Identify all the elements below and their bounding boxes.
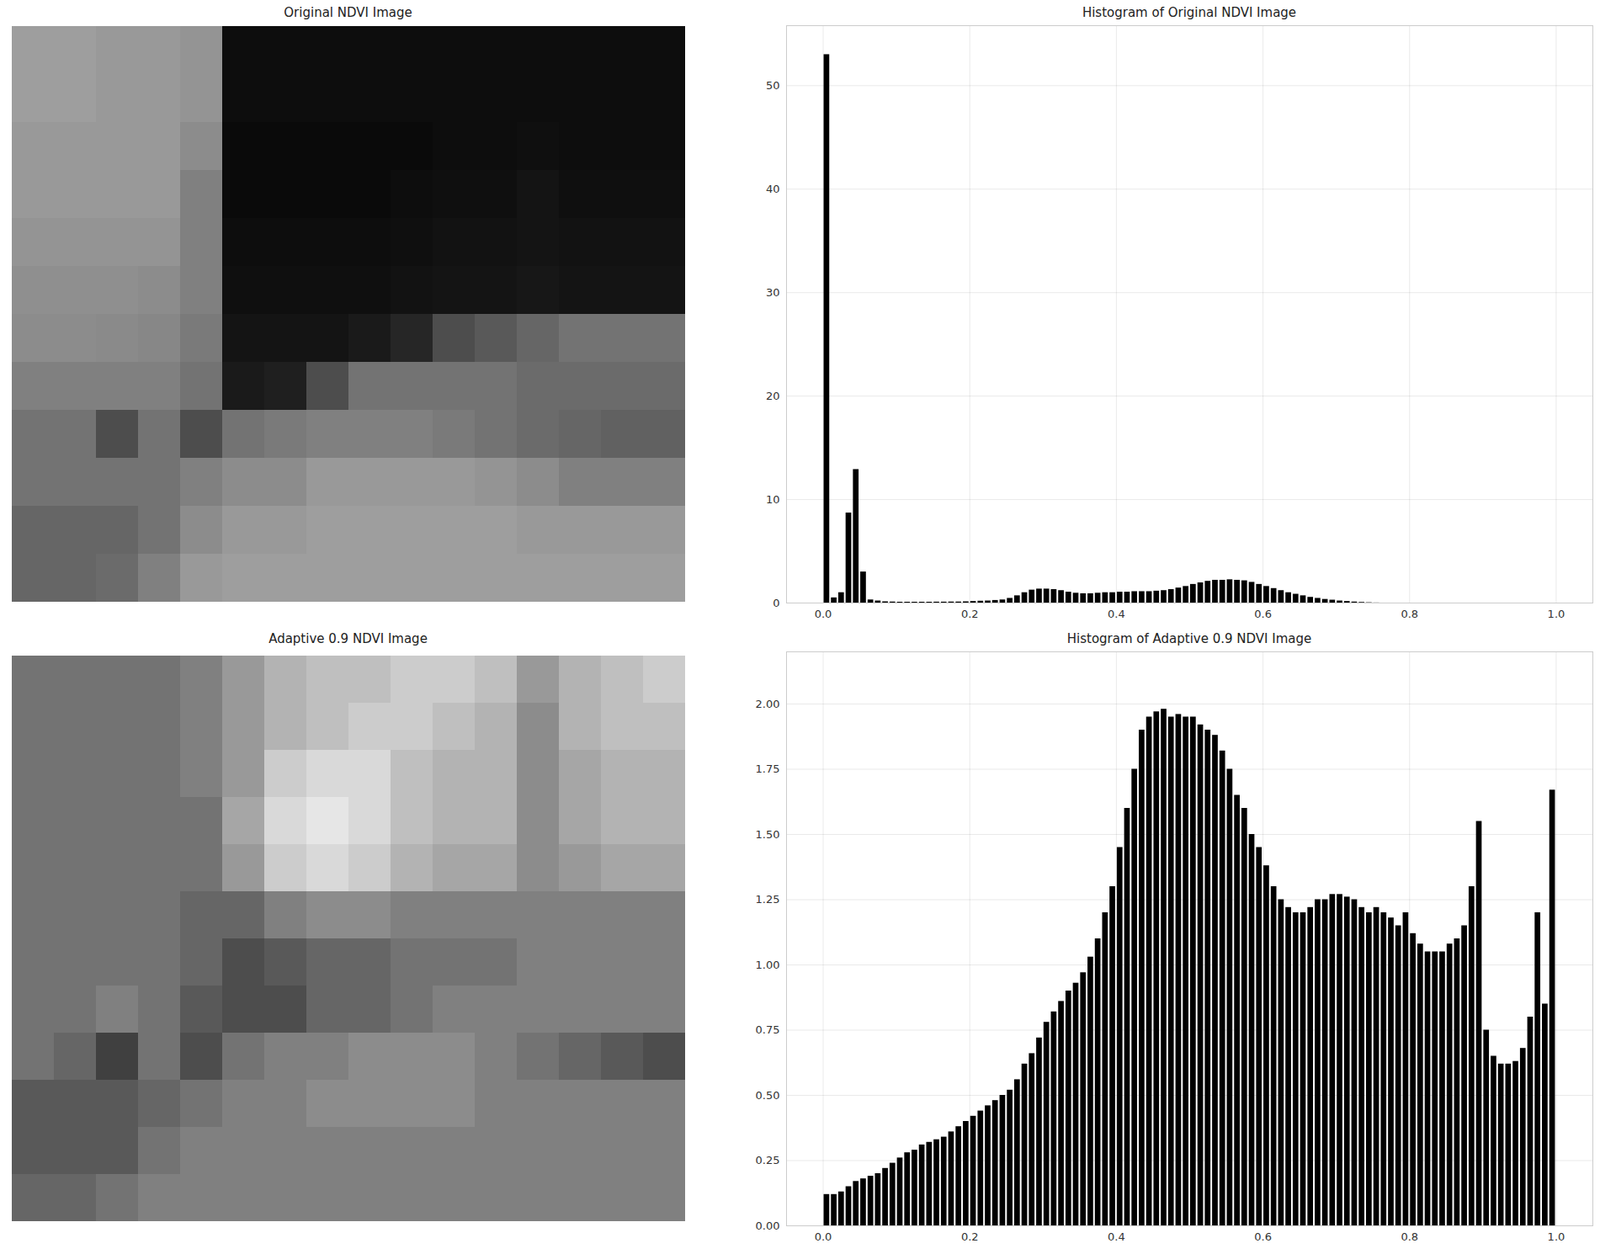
svg-text:1.0: 1.0: [1547, 607, 1566, 621]
svg-text:1.25: 1.25: [755, 893, 781, 906]
svg-text:40: 40: [765, 182, 781, 196]
svg-text:0.8: 0.8: [1400, 1230, 1419, 1244]
svg-text:0.0: 0.0: [814, 607, 833, 621]
svg-text:0.50: 0.50: [755, 1089, 781, 1102]
svg-text:1.00: 1.00: [755, 958, 781, 972]
html-text:Histogram of Adaptive 0.9 NDVI: Histogram of Adaptive 0.9 NDVI Image: [1066, 631, 1312, 647]
svg-text:30: 30: [765, 286, 781, 299]
svg-text:1.0: 1.0: [1547, 1230, 1566, 1244]
html-text:Histogram of Original NDVI Ima: Histogram of Original NDVI Image: [1082, 5, 1297, 21]
svg-text:10: 10: [765, 493, 781, 506]
html-text:Original NDVI Image: Original NDVI Image: [283, 5, 413, 21]
html-text:Adaptive 0.9 NDVI Image: Adaptive 0.9 NDVI Image: [268, 631, 428, 647]
svg-text:1.50: 1.50: [755, 828, 781, 841]
svg-text:1.75: 1.75: [755, 762, 781, 776]
svg-text:0.75: 0.75: [755, 1023, 781, 1037]
svg-text:0.8: 0.8: [1400, 607, 1419, 621]
svg-text:0.4: 0.4: [1107, 1230, 1126, 1244]
svg-text:0.00: 0.00: [755, 1219, 781, 1233]
svg-text:20: 20: [765, 389, 781, 403]
svg-text:2.00: 2.00: [755, 697, 781, 711]
svg-text:0.0: 0.0: [814, 1230, 833, 1244]
svg-text:50: 50: [765, 79, 781, 92]
svg-text:0.2: 0.2: [961, 607, 979, 621]
svg-text:0: 0: [772, 596, 780, 610]
svg-text:0.6: 0.6: [1254, 1230, 1272, 1244]
svg-text:0.25: 0.25: [755, 1153, 781, 1167]
svg-text:0.2: 0.2: [961, 1230, 979, 1244]
svg-text:0.6: 0.6: [1254, 607, 1272, 621]
svg-text:0.4: 0.4: [1107, 607, 1126, 621]
